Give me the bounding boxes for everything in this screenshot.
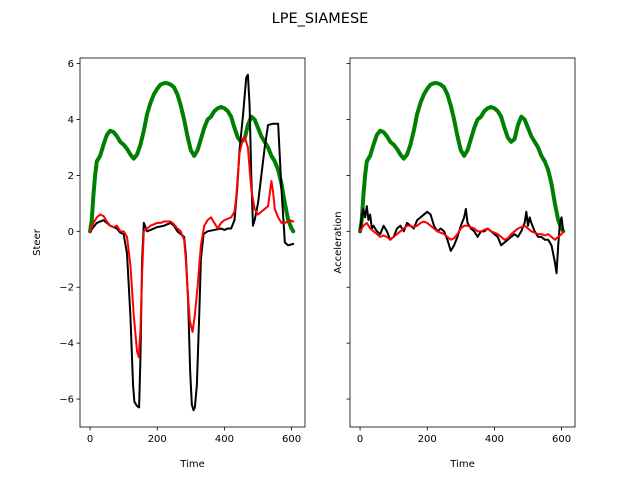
x-tick-label: 400 <box>215 434 234 445</box>
series-line-3 <box>359 220 565 241</box>
y-tick-label: 6 <box>68 59 74 70</box>
x-tick-label: 600 <box>552 434 571 445</box>
y-tick-label: −4 <box>59 339 74 350</box>
chart-panel-1: 0 200 400 600 −6 −4 −2 0 2 4 6 Time Steer <box>32 57 306 470</box>
y-axis-label: Acceleration <box>333 211 344 273</box>
x-tick-label: 600 <box>282 434 301 445</box>
series-line-1 <box>88 81 296 234</box>
axes-frame <box>79 57 306 428</box>
y-tick-label: 0 <box>68 227 74 238</box>
chart-panel-2: 0 200 400 600 Time Acceleration <box>333 57 576 470</box>
x-axis-label: Time <box>449 459 474 470</box>
x-tick-label: 200 <box>418 434 437 445</box>
y-tick-label: −6 <box>59 395 74 406</box>
series-line-3 <box>89 135 295 359</box>
x-tick-label: 0 <box>357 434 363 445</box>
x-tick-label: 0 <box>87 434 93 445</box>
y-tick-label: −2 <box>59 283 74 294</box>
chart-panels: 0 200 400 600 −6 −4 −2 0 2 4 6 Time Steer 0 200 400 600 T… <box>32 57 576 470</box>
figure-title: LPE_SIAMESE <box>272 11 369 27</box>
axes-frame <box>349 57 576 428</box>
y-tick-label: 2 <box>68 171 74 182</box>
series-line-2 <box>89 73 295 412</box>
y-tick-label: 4 <box>68 115 74 126</box>
x-tick-label: 200 <box>148 434 167 445</box>
x-axis-label: Time <box>179 459 204 470</box>
x-tick-label: 400 <box>485 434 504 445</box>
series-line-1 <box>358 81 566 234</box>
y-axis-label: Steer <box>32 228 43 256</box>
